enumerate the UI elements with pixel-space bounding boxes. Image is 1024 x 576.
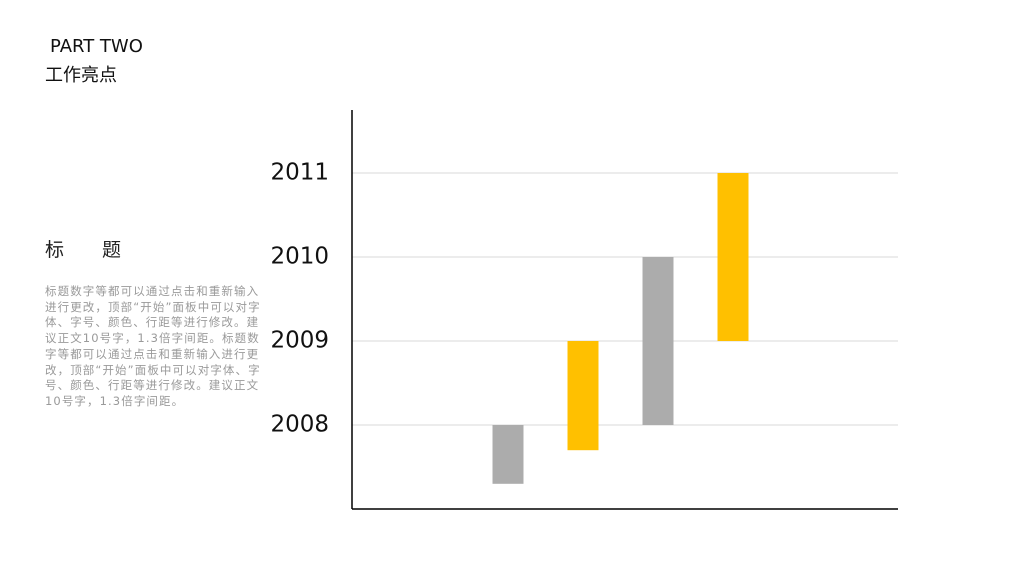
bar <box>492 425 524 484</box>
section-body: 标题数字等都可以通过点击和重新输入进行更改，顶部“开始”面板中可以对字体、字号、… <box>45 284 261 408</box>
part-label: PART TWO <box>50 36 143 57</box>
section-heading: 标 题 <box>45 239 122 261</box>
bar <box>567 341 599 451</box>
y-tick-label: 2008 <box>270 412 329 438</box>
y-tick-label: 2011 <box>270 160 329 186</box>
y-tick-label: 2009 <box>270 328 329 354</box>
slide-title: 工作亮点 <box>45 65 117 86</box>
bar <box>717 173 749 341</box>
bar <box>642 257 674 425</box>
y-tick-label: 2010 <box>270 244 329 270</box>
